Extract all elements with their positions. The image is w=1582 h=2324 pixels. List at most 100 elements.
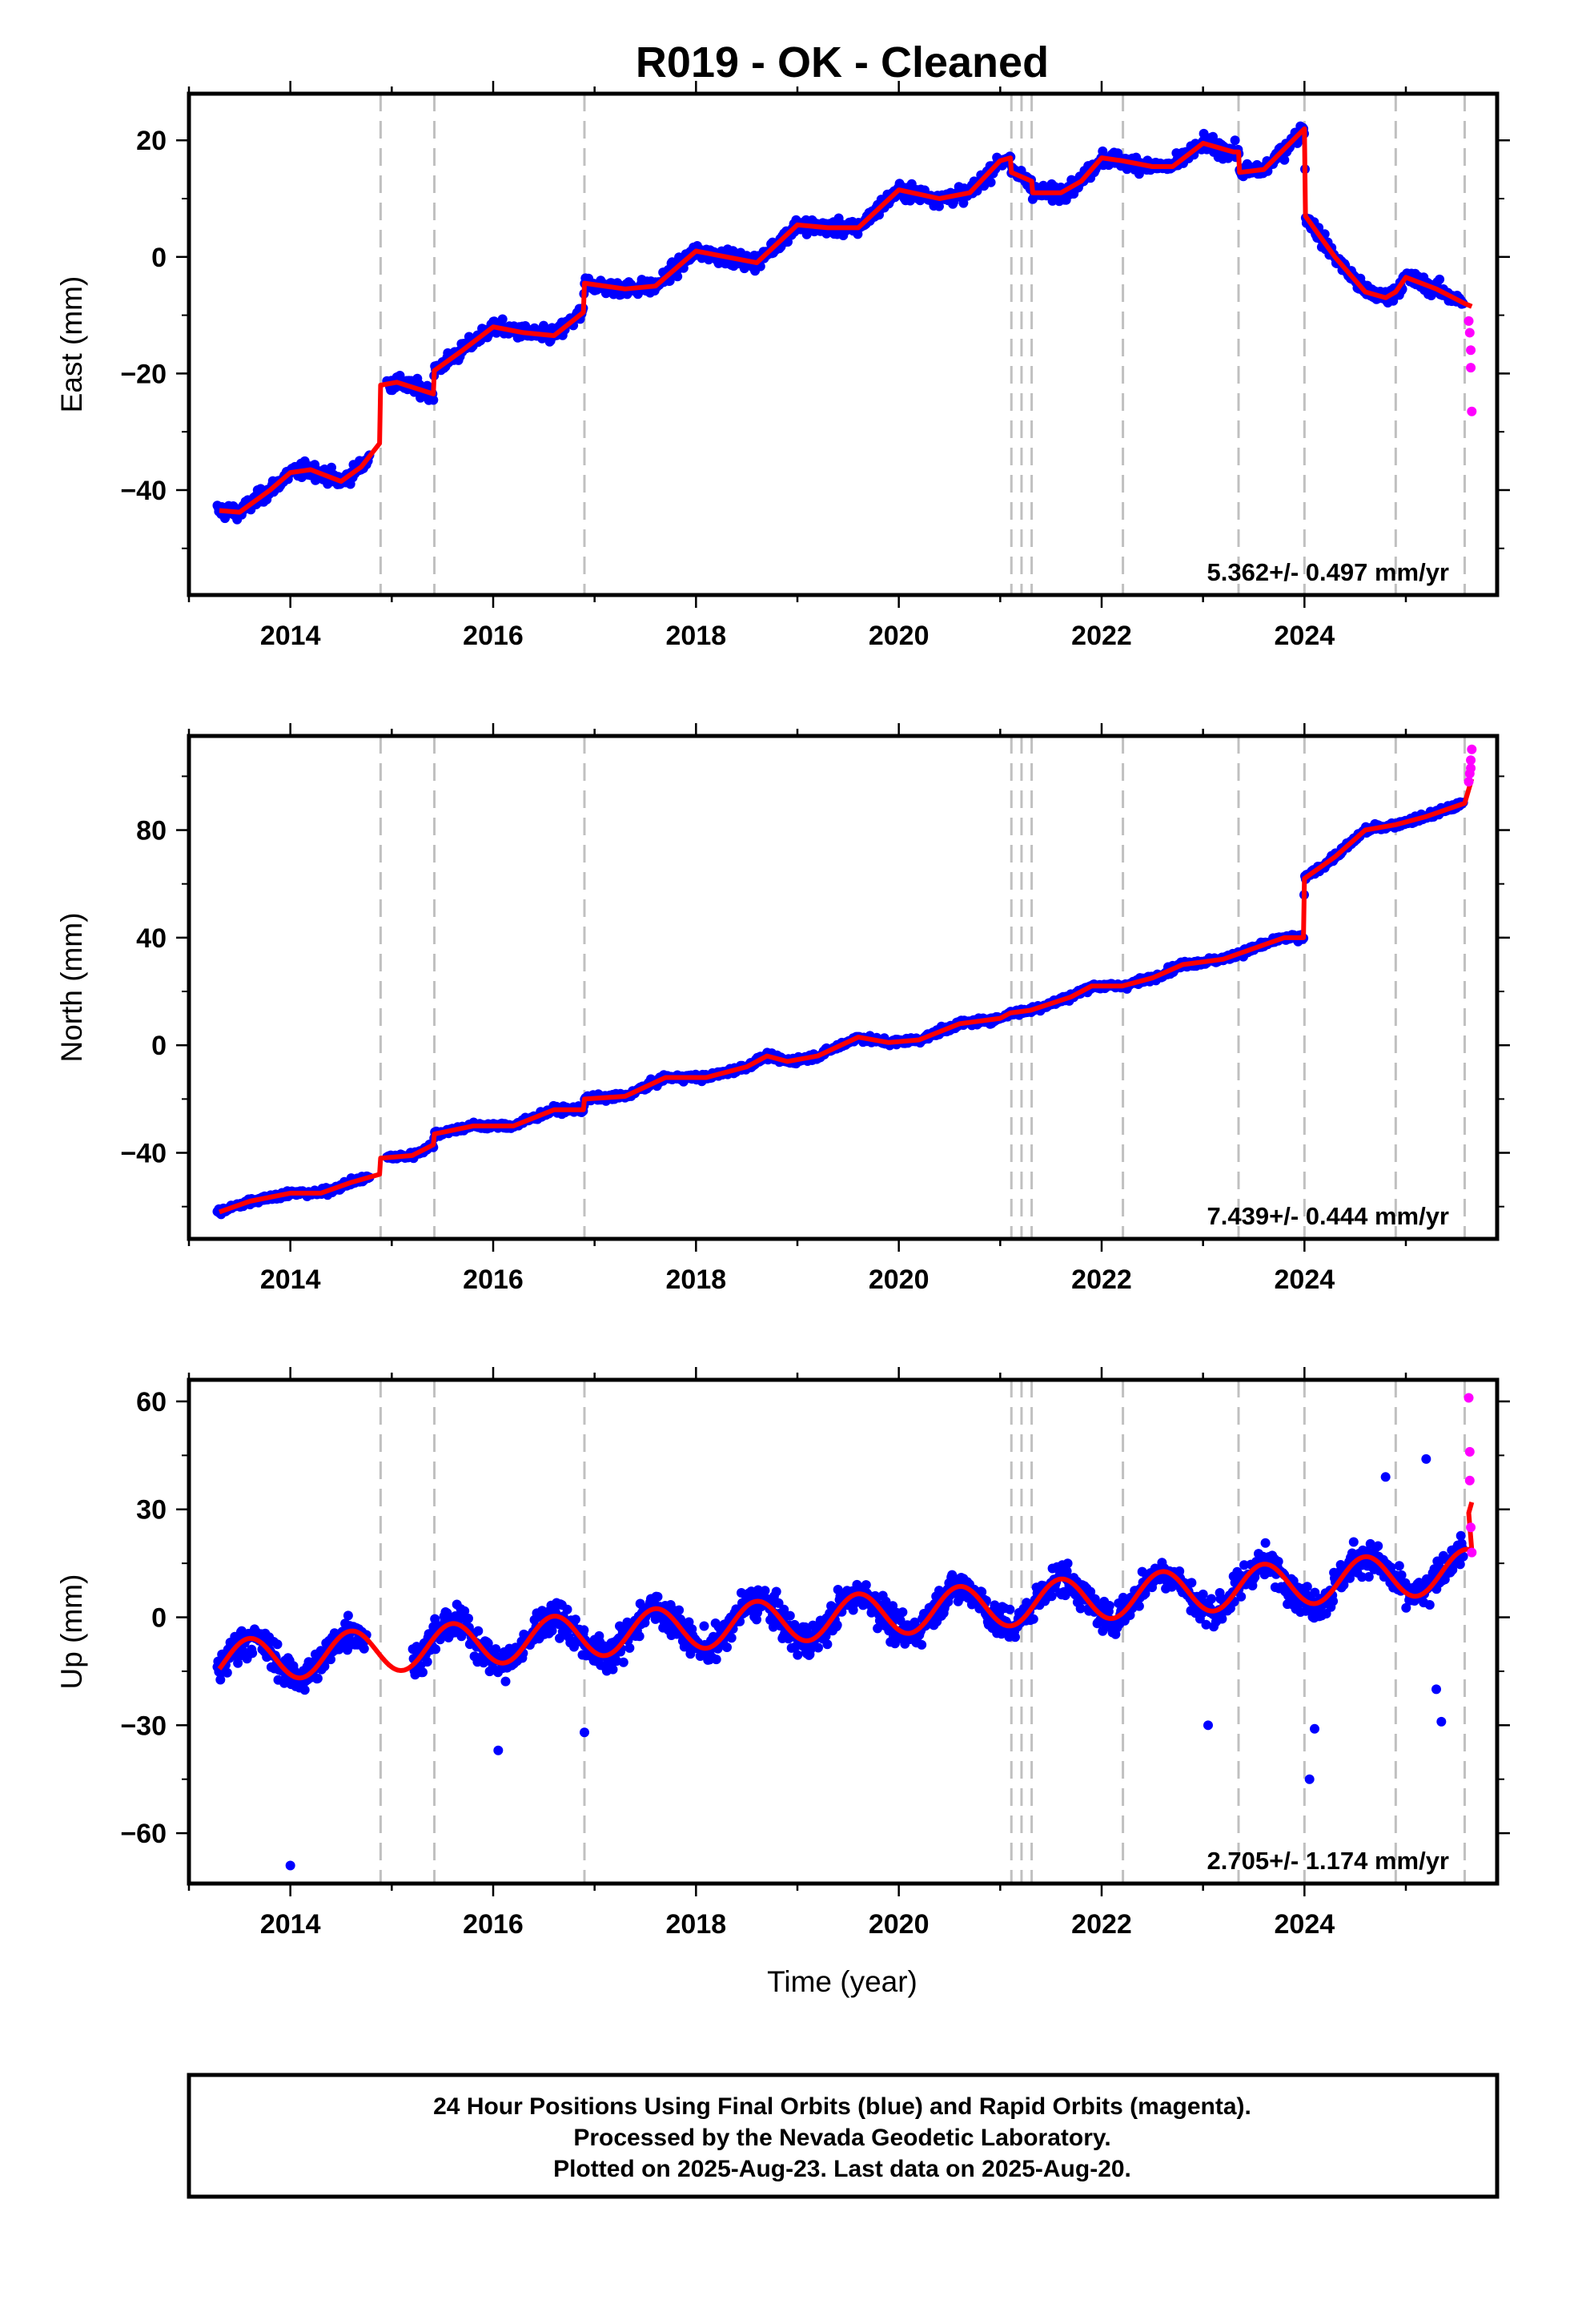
final-orbit-point <box>547 1626 557 1636</box>
final-orbit-point <box>233 1658 243 1668</box>
final-orbit-point <box>1396 1570 1407 1580</box>
final-orbit-point <box>1447 1565 1458 1575</box>
final-orbit-point <box>674 1605 685 1615</box>
final-orbit-point <box>222 1667 232 1678</box>
final-orbit-point <box>832 1620 842 1630</box>
final-orbit-point <box>327 462 336 472</box>
final-orbit-point <box>460 1606 470 1616</box>
final-orbit-point <box>813 1642 823 1653</box>
final-orbit-point <box>580 1727 589 1738</box>
final-orbit-point <box>1328 1596 1339 1606</box>
y-tick-label: 0 <box>151 1031 167 1061</box>
final-orbit-point <box>570 1614 580 1625</box>
final-orbit-point <box>1373 1541 1383 1551</box>
final-orbit-point <box>652 1591 663 1602</box>
rapid-orbit-point <box>1467 406 1477 416</box>
final-orbit-point <box>1217 1614 1227 1624</box>
final-orbit-point <box>1424 1600 1435 1610</box>
y-axis-label: North (mm) <box>55 912 88 1062</box>
final-orbit-point <box>996 1629 1006 1639</box>
final-orbit-point <box>579 1625 589 1635</box>
rapid-orbit-point <box>1466 363 1476 373</box>
final-orbit-point <box>958 198 969 208</box>
x-tick-label: 2018 <box>666 621 727 651</box>
final-orbit-point <box>1363 1572 1374 1582</box>
final-orbit-point <box>1201 1619 1211 1630</box>
x-tick-label: 2022 <box>1071 621 1132 651</box>
x-tick-label: 2016 <box>463 621 524 651</box>
y-tick-label: 0 <box>151 243 167 273</box>
x-tick-label: 2014 <box>260 621 321 651</box>
final-orbit-point <box>1028 1614 1038 1624</box>
final-orbit-point <box>873 1623 883 1634</box>
x-tick-label: 2022 <box>1071 1265 1132 1295</box>
final-orbit-point <box>934 201 944 211</box>
final-orbit-point <box>624 1642 635 1653</box>
final-orbit-point <box>1104 1601 1114 1610</box>
final-orbit-point <box>935 1586 945 1597</box>
rapid-orbit-point <box>1464 328 1475 338</box>
model-line <box>219 126 1473 515</box>
final-orbit-point <box>608 1664 618 1675</box>
final-orbit-point <box>822 1639 833 1650</box>
final-orbit-point <box>986 177 996 187</box>
rapid-orbit-point <box>1466 345 1476 356</box>
panel-frame <box>187 734 1500 1241</box>
final-orbit-point <box>1174 1566 1185 1576</box>
final-orbit-point <box>422 380 432 391</box>
final-orbit-point <box>793 1650 803 1660</box>
final-orbit-point <box>1005 1604 1015 1614</box>
y-tick-label: −40 <box>120 1139 167 1169</box>
final-orbit-point <box>493 1745 504 1755</box>
final-orbit-point <box>1357 1572 1367 1582</box>
final-orbit-point <box>1401 1602 1411 1613</box>
final-orbit-point <box>1207 1594 1217 1604</box>
final-orbit-point <box>1435 274 1445 284</box>
final-orbit-point <box>359 1643 369 1654</box>
final-orbit-point <box>418 1667 428 1678</box>
x-tick-label: 2016 <box>463 1265 524 1295</box>
x-tick-label: 2020 <box>869 621 930 651</box>
rapid-orbit-point <box>1467 744 1477 754</box>
panel-frame <box>187 91 1500 597</box>
x-tick-label: 2018 <box>666 1265 727 1295</box>
y-tick-label: 40 <box>136 923 167 954</box>
final-orbit-point <box>1075 1603 1086 1614</box>
final-orbit-point <box>1134 1601 1144 1611</box>
final-orbit-point <box>285 1860 295 1871</box>
final-orbit-point <box>215 1675 226 1685</box>
final-orbit-point <box>1060 1590 1070 1601</box>
final-orbit-point <box>562 1604 572 1614</box>
x-tick-label: 2020 <box>869 1265 930 1295</box>
final-orbit-point <box>722 1642 732 1652</box>
final-orbit-point <box>821 1631 831 1642</box>
final-orbit-point <box>1302 1582 1312 1592</box>
final-orbit-point <box>760 1586 770 1596</box>
y-tick-label: −20 <box>120 359 167 389</box>
final-orbit-point <box>1230 135 1240 146</box>
final-orbit-point <box>977 1586 987 1597</box>
final-orbit-point <box>1458 1551 1468 1562</box>
rapid-orbit-point <box>1466 755 1476 766</box>
final-orbit-point <box>1236 1591 1247 1602</box>
final-orbit-point <box>685 1649 696 1659</box>
final-orbit-point <box>1279 155 1290 165</box>
final-orbit-point <box>861 1580 871 1590</box>
final-orbit-point <box>247 1648 258 1659</box>
final-orbit-point <box>1394 1561 1404 1571</box>
final-orbit-point <box>1455 1559 1465 1570</box>
final-orbit-point <box>464 1614 473 1623</box>
final-orbit-point <box>634 1631 644 1642</box>
final-orbit-point <box>726 1633 737 1643</box>
rapid-orbit-point <box>1466 763 1476 774</box>
y-tick-label: 80 <box>136 816 167 846</box>
final-orbit-point <box>1198 1589 1208 1599</box>
final-orbit-point <box>473 1626 484 1636</box>
final-orbit-point <box>1010 1632 1020 1642</box>
final-orbit-point <box>272 1639 283 1650</box>
y-tick-label: 20 <box>136 126 167 156</box>
final-orbit-point <box>1273 1556 1283 1566</box>
